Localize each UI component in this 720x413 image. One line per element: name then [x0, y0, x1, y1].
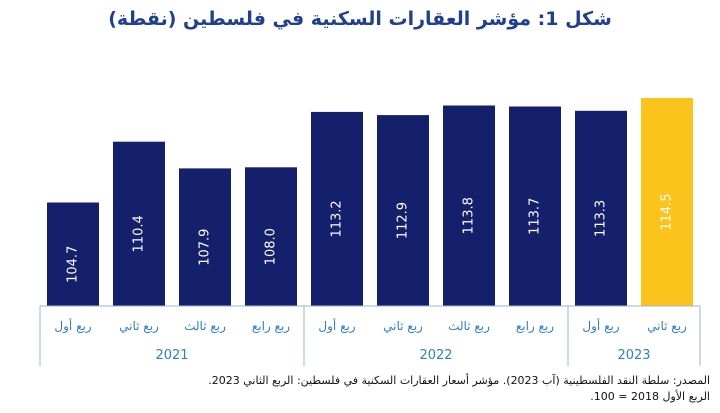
bar-value-label-8: 113.3 — [594, 200, 609, 237]
category-label-5: ربع ثاني — [383, 319, 423, 334]
category-axis: ربع أول ربع ثاني ربع ثالث ربع رابع ربع أول رب… — [39, 305, 701, 366]
bar-value-label-6: 113.8 — [462, 197, 477, 234]
bar-2 — [179, 168, 231, 306]
category-label-2: ربع ثالث — [184, 319, 226, 334]
bar-5 — [377, 115, 429, 306]
source-line-2: الربع الأول 2018 = 100. — [590, 390, 710, 403]
category-label-7: ربع رابع — [516, 319, 554, 334]
bar-7 — [509, 106, 561, 306]
bar-value-label-4: 113.2 — [330, 200, 345, 237]
bar-value-label-1: 110.4 — [132, 215, 147, 252]
category-label-1: ربع ثاني — [119, 319, 159, 334]
bar-8 — [575, 110, 627, 306]
bar-value-label-2: 107.9 — [198, 229, 213, 266]
category-label-4: ربع أول — [318, 318, 355, 334]
chart-title: شكل 1: مؤشر العقارات السكنية في فلسطين (… — [108, 8, 612, 30]
bar-9 — [641, 98, 693, 306]
source-note: المصدر: سلطة النقد الفلسطينية (آب 2023).… — [10, 373, 710, 405]
bar-value-label-5: 112.9 — [396, 202, 411, 239]
bar-0 — [47, 202, 99, 306]
bar-1 — [113, 141, 165, 306]
bar-value-label-9: 114.5 — [660, 193, 675, 230]
category-label-0: ربع أول — [54, 318, 91, 334]
year-label-2022: 2022 — [419, 348, 452, 363]
bar-value-label-3: 108.0 — [264, 228, 279, 265]
category-label-8: ربع أول — [582, 318, 619, 334]
bar-3 — [245, 167, 297, 306]
year-label-2021: 2021 — [155, 348, 188, 363]
category-label-6: ربع ثالث — [448, 319, 490, 334]
bar-value-label-0: 104.7 — [66, 246, 81, 283]
bar-value-label-7: 113.7 — [528, 198, 543, 235]
source-line-1: المصدر: سلطة النقد الفلسطينية (آب 2023).… — [208, 374, 710, 387]
bars-layer: 104.7 110.4 107.9 108.0 113.2 112.9 113.8 113.7… — [47, 98, 693, 307]
category-label-9: ربع ثاني — [647, 319, 687, 334]
bar-4 — [311, 111, 363, 307]
year-label-2023: 2023 — [617, 348, 650, 363]
bar-6 — [443, 105, 495, 306]
category-label-3: ربع رابع — [252, 319, 290, 334]
